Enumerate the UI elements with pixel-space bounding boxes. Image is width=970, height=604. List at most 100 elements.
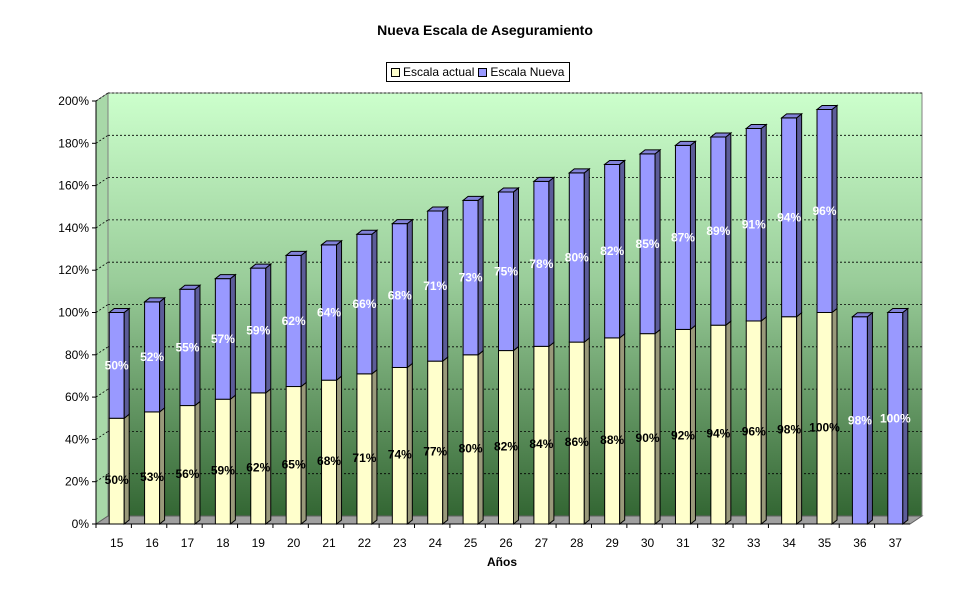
bar-side — [194, 400, 201, 526]
data-label: 100% — [809, 420, 840, 434]
y-tick-label: 20% — [65, 475, 89, 489]
bar-segment — [710, 324, 727, 525]
bar-side — [654, 328, 661, 526]
data-label: 82% — [600, 244, 624, 258]
x-tick-label: 37 — [889, 536, 903, 550]
legend-swatch-escala-nueva — [478, 67, 488, 77]
bar-segment — [427, 360, 444, 525]
bar-side — [265, 387, 272, 526]
bar-top — [320, 240, 343, 246]
data-label: 68% — [317, 454, 341, 468]
data-label: 88% — [600, 433, 624, 447]
data-label: 71% — [352, 451, 376, 465]
x-tick-label: 28 — [570, 536, 584, 550]
data-label: 59% — [246, 323, 270, 337]
x-tick-label: 24 — [429, 536, 443, 550]
x-tick-label: 34 — [782, 536, 796, 550]
bar-segment — [250, 392, 267, 525]
bar-top — [709, 132, 733, 138]
x-tick-label: 18 — [216, 536, 230, 550]
bar-side — [689, 324, 696, 526]
bar-segment — [533, 345, 550, 525]
bar-side — [406, 362, 413, 526]
bar-segment — [568, 341, 585, 525]
gridline-side — [95, 177, 109, 186]
bar-top — [390, 219, 414, 225]
data-label: 65% — [282, 457, 306, 471]
bar-side — [548, 341, 555, 526]
bar-side — [583, 337, 590, 526]
data-label: 89% — [706, 224, 730, 238]
x-tick-label: 20 — [287, 536, 301, 550]
data-label: 84% — [529, 437, 553, 451]
data-label: 100% — [880, 411, 911, 425]
bar-top — [674, 140, 697, 146]
data-label: 55% — [175, 340, 199, 354]
bar-top — [426, 206, 450, 212]
gridline-side — [95, 219, 109, 229]
bar-side — [760, 315, 767, 526]
x-tick-label: 21 — [322, 536, 336, 550]
data-label: 50% — [105, 473, 129, 487]
bar-top — [284, 250, 308, 256]
bar-top — [178, 284, 202, 290]
data-label: 96% — [742, 424, 766, 438]
data-label: 94% — [706, 427, 730, 441]
gridline-side — [95, 388, 109, 398]
bar-top — [744, 123, 768, 129]
y-tick-label: 100% — [58, 306, 89, 320]
bar-segment — [214, 398, 231, 525]
bar-top — [815, 104, 839, 110]
bar-side — [371, 368, 378, 526]
data-label: 52% — [140, 350, 164, 364]
gridline-side — [95, 346, 109, 356]
legend-item-escala-nueva: Escala Nueva — [478, 65, 564, 79]
x-tick-label: 17 — [181, 536, 195, 550]
bar-segment — [356, 373, 373, 525]
bar-segment — [498, 350, 514, 525]
x-tick-label: 19 — [252, 536, 266, 550]
data-label: 85% — [636, 237, 660, 251]
legend-swatch-escala-actual — [391, 67, 400, 77]
data-label: 90% — [636, 431, 660, 445]
y-tick-label: 40% — [65, 432, 89, 446]
data-label: 57% — [211, 332, 235, 346]
data-label: 94% — [777, 210, 801, 224]
legend-item-escala-actual: Escala actual — [391, 65, 474, 79]
data-label: 92% — [671, 429, 695, 443]
chart-title: Nueva Escala de Aseguramiento — [377, 22, 593, 38]
bar-side — [513, 345, 519, 526]
bar-side — [442, 356, 449, 526]
bar-segment — [781, 316, 798, 525]
bar-top — [638, 149, 662, 155]
bar-segment — [604, 337, 621, 525]
x-tick-label: 30 — [641, 536, 655, 550]
x-tick-label: 16 — [145, 536, 159, 550]
data-label: 74% — [388, 448, 412, 462]
data-label: 98% — [777, 422, 801, 436]
gridline-side — [95, 92, 109, 102]
bar-side — [619, 332, 626, 526]
data-label: 50% — [105, 358, 129, 372]
legend-label-escala-nueva: Escala Nueva — [490, 65, 565, 79]
bar-top — [532, 176, 556, 182]
bar-side — [831, 307, 838, 526]
bar-side — [300, 381, 307, 526]
x-tick-label: 32 — [712, 536, 726, 550]
y-tick-label: 60% — [65, 390, 89, 404]
data-label: 80% — [565, 251, 589, 265]
x-tick-label: 31 — [676, 536, 690, 550]
data-label: 59% — [211, 464, 235, 478]
data-label: 62% — [282, 314, 306, 328]
bar-segment — [144, 411, 161, 525]
bar-segment — [639, 333, 656, 525]
x-tick-label: 27 — [535, 536, 549, 550]
data-label: 71% — [423, 279, 447, 293]
bar-segment — [674, 328, 691, 525]
y-tick-label: 160% — [58, 179, 89, 193]
bar-top — [461, 195, 485, 201]
x-tick-label: 23 — [393, 536, 407, 550]
data-label: 82% — [494, 439, 518, 453]
bar-side — [477, 349, 484, 526]
